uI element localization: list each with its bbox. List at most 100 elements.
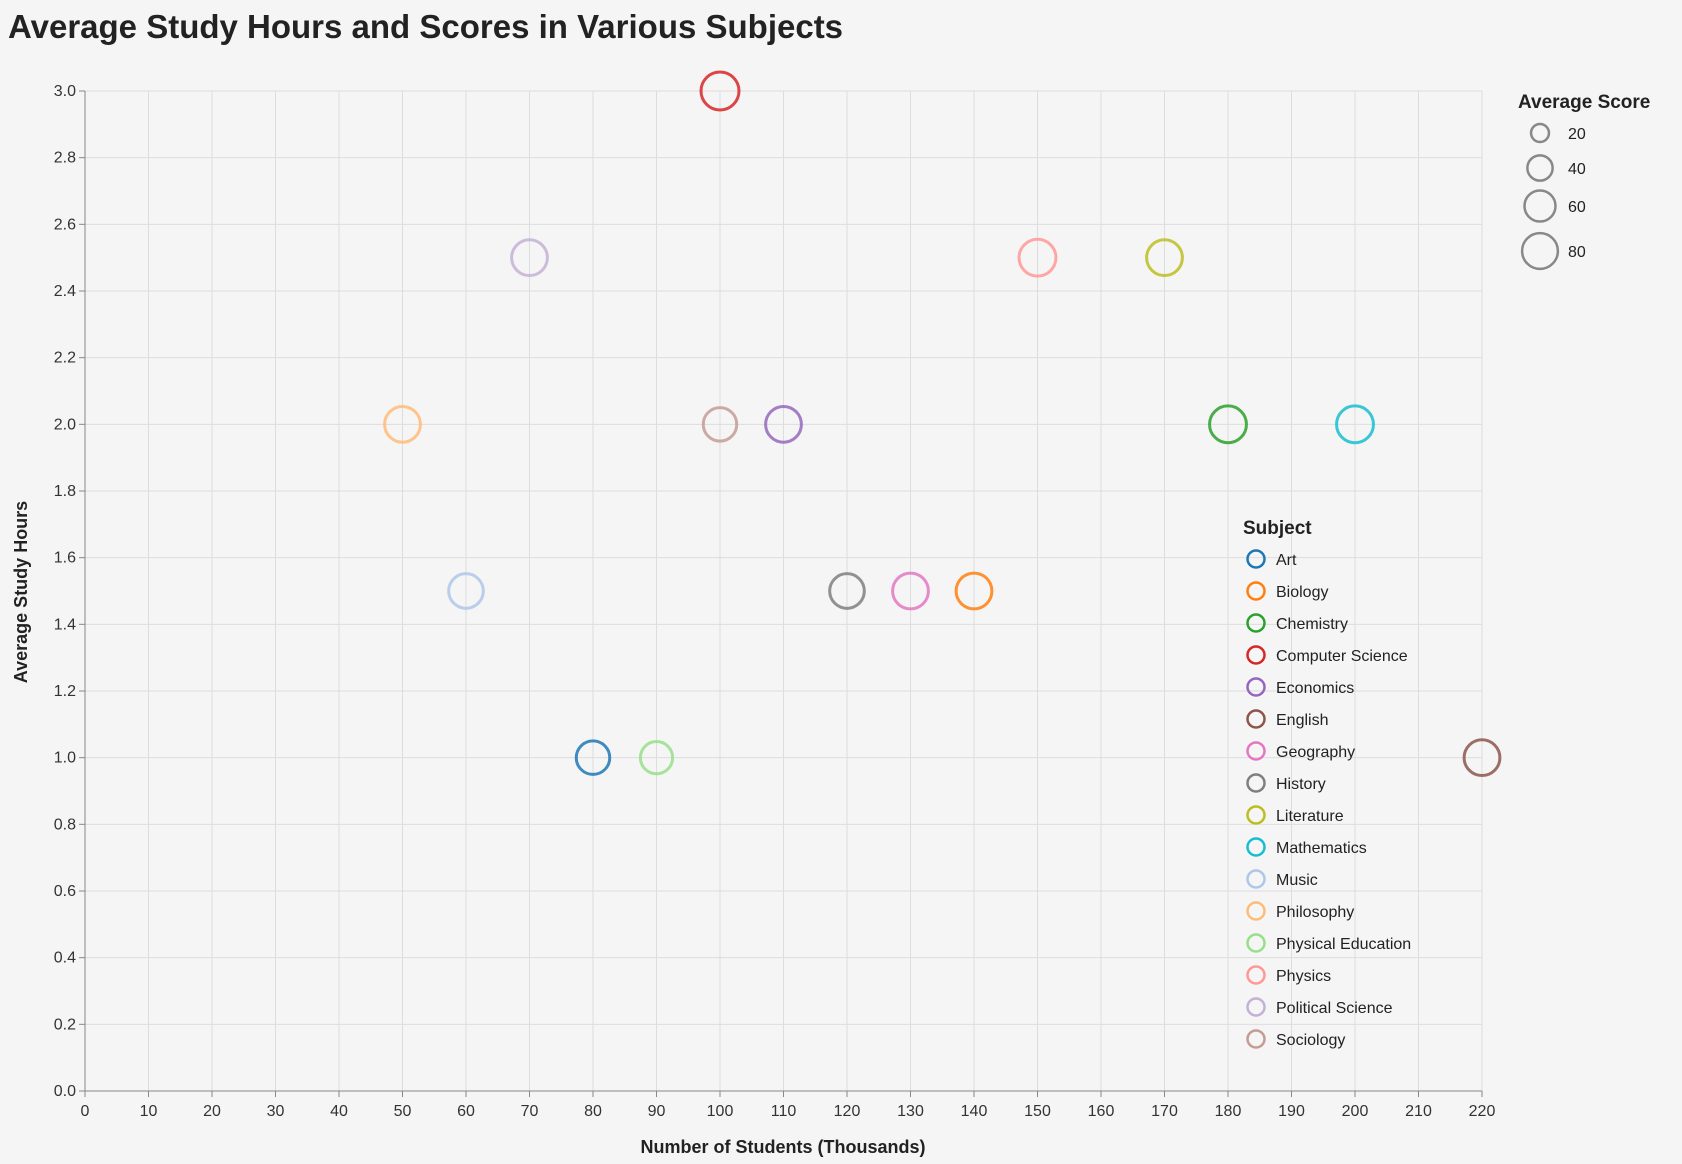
y-axis-title: Average Study Hours: [11, 501, 31, 683]
y-tick-label: 0.0: [54, 1083, 76, 1100]
x-tick-label: 130: [897, 1103, 924, 1120]
color-legend-symbol: [1246, 805, 1266, 825]
color-legend-symbol: [1246, 997, 1266, 1017]
x-tick-label: 0: [81, 1103, 90, 1120]
size-legend-label: 80: [1568, 244, 1586, 261]
color-legend-symbol: [1246, 933, 1266, 953]
color-legend-symbol: [1246, 645, 1266, 665]
x-tick-label: 70: [521, 1103, 539, 1120]
size-legend-label: 20: [1568, 126, 1586, 143]
point-physics[interactable]: [1017, 237, 1058, 278]
y-tick-label: 2.0: [54, 416, 76, 433]
color-legend-label: Physical Education: [1276, 936, 1411, 953]
color-legend-symbol: [1246, 1029, 1266, 1049]
color-legend-symbol: [1246, 965, 1266, 985]
y-tick-label: 1.8: [54, 483, 76, 500]
y-tick-label: 2.4: [54, 283, 76, 300]
x-axis: 0 10 20 30 40 50 60 70 80 90 100 110 120 130 140 150 160…: [81, 1090, 1496, 1120]
x-tick-label: 190: [1278, 1103, 1305, 1120]
point-art[interactable]: [574, 739, 612, 776]
point-economics[interactable]: [764, 404, 803, 444]
point-history[interactable]: [828, 572, 866, 610]
color-legend-label: Political Science: [1276, 1000, 1393, 1017]
size-legend-label: 40: [1568, 161, 1586, 178]
x-tick-label: 150: [1024, 1103, 1051, 1120]
x-tick-label: 170: [1151, 1103, 1178, 1120]
point-literature[interactable]: [1145, 238, 1184, 278]
color-legend-label: Biology: [1276, 584, 1328, 601]
x-tick-label: 40: [330, 1103, 348, 1120]
point-biology[interactable]: [954, 571, 994, 611]
color-legend-symbol: [1246, 613, 1266, 633]
y-tick-label: 0.6: [54, 883, 76, 900]
color-legend-symbol: [1246, 549, 1266, 569]
y-tick-label: 0.2: [54, 1016, 76, 1033]
y-tick-label: 1.6: [54, 550, 76, 567]
x-tick-label: 210: [1405, 1103, 1432, 1120]
point-chemistry[interactable]: [1208, 404, 1248, 445]
x-axis-title: Number of Students (Thousands): [641, 1137, 926, 1157]
size-legend-symbol: [1529, 122, 1551, 144]
y-tick-label: 1.2: [54, 683, 76, 700]
point-physical-education[interactable]: [638, 740, 675, 776]
x-tick-label: 120: [834, 1103, 861, 1120]
color-legend-label: Literature: [1276, 808, 1344, 825]
color-legend-symbol: [1246, 741, 1266, 761]
data-points: [383, 70, 1502, 778]
size-legend-label: 60: [1568, 199, 1586, 216]
point-political-science[interactable]: [510, 238, 549, 278]
size-legend-symbol: [1526, 154, 1554, 182]
size-legend-symbol: [1520, 231, 1560, 271]
color-legend-label: Chemistry: [1276, 616, 1348, 633]
x-tick-label: 10: [140, 1103, 158, 1120]
size-legend-symbol: [1523, 189, 1557, 223]
x-tick-label: 20: [203, 1103, 221, 1120]
y-tick-label: 1.4: [54, 616, 76, 633]
chart-title: Average Study Hours and Scores in Variou…: [8, 8, 843, 45]
x-tick-label: 80: [584, 1103, 602, 1120]
x-tick-label: 90: [648, 1103, 666, 1120]
x-tick-label: 200: [1342, 1103, 1369, 1120]
color-legend: Subject Art Biology Chemistry Computer Scie…: [1243, 518, 1411, 1049]
x-tick-label: 160: [1088, 1103, 1115, 1120]
y-axis: 0.0 0.2 0.4 0.6 0.8 1.0 1.2 1.4 1.6 1.8 2.0 2.2 2.4 2…: [54, 83, 86, 1100]
grid: [84, 90, 1483, 1092]
color-legend-label: Economics: [1276, 680, 1354, 697]
x-tick-label: 220: [1469, 1103, 1496, 1120]
color-legend-symbol: [1246, 901, 1266, 921]
y-tick-label: 2.6: [54, 216, 76, 233]
y-tick-label: 2.2: [54, 350, 76, 367]
color-legend-symbol: [1246, 869, 1266, 889]
point-geography[interactable]: [891, 571, 930, 611]
point-mathematics[interactable]: [1335, 404, 1375, 445]
point-music[interactable]: [447, 572, 485, 610]
color-legend-symbol: [1246, 709, 1266, 729]
size-legend-title: Average Score: [1518, 92, 1650, 113]
x-tick-label: 50: [394, 1103, 412, 1120]
size-legend: Average Score 20 40 60 80: [1518, 92, 1650, 271]
y-tick-label: 2.8: [54, 150, 76, 167]
color-legend-title: Subject: [1243, 518, 1312, 539]
color-legend-label: Mathematics: [1276, 840, 1367, 857]
color-legend-symbol: [1246, 677, 1266, 697]
color-legend-symbol: [1246, 581, 1266, 601]
color-legend-label: English: [1276, 712, 1328, 729]
y-tick-label: 3.0: [54, 83, 76, 100]
color-legend-label: Physics: [1276, 968, 1331, 985]
point-computer-science[interactable]: [699, 70, 741, 112]
color-legend-label: Sociology: [1276, 1032, 1345, 1049]
y-tick-label: 1.0: [54, 750, 76, 767]
x-tick-label: 60: [457, 1103, 475, 1120]
point-philosophy[interactable]: [383, 404, 422, 444]
color-legend-label: Computer Science: [1276, 648, 1408, 665]
color-legend-label: Music: [1276, 872, 1318, 889]
color-legend-symbol: [1246, 837, 1266, 857]
x-tick-label: 140: [961, 1103, 988, 1120]
point-sociology[interactable]: [701, 406, 739, 443]
x-tick-label: 100: [707, 1103, 734, 1120]
color-legend-label: Geography: [1276, 744, 1355, 761]
x-tick-label: 30: [267, 1103, 285, 1120]
point-english[interactable]: [1462, 738, 1502, 778]
color-legend-label: Philosophy: [1276, 904, 1354, 921]
